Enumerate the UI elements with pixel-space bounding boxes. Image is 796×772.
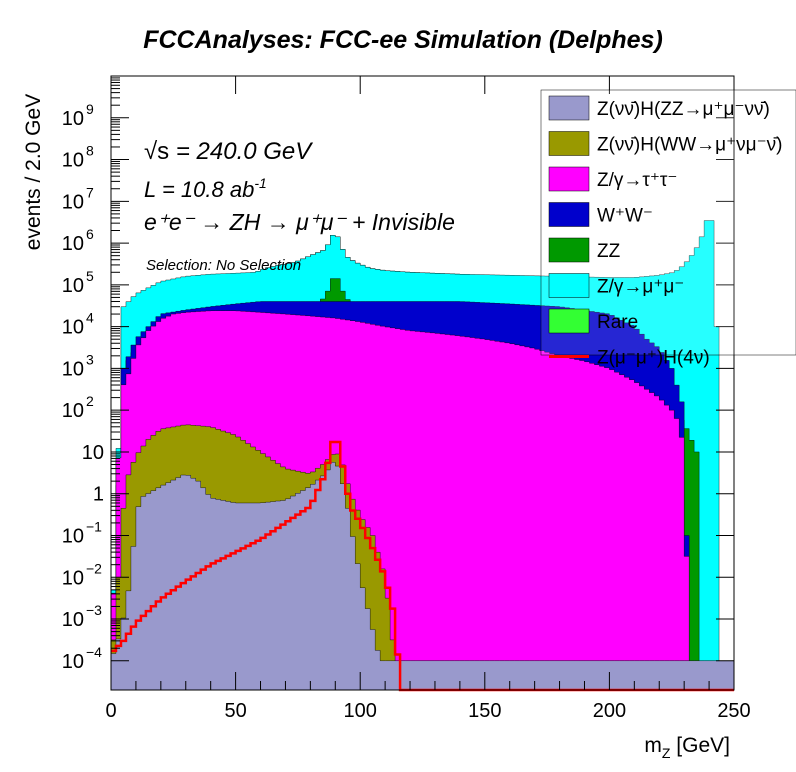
annotations: √s = 240.0 GeV L = 10.8 ab-1 e⁺e⁻ → ZH →… [144, 138, 455, 274]
legend: Z(νν̄)H(ZZ→μ⁺μ⁻νν̄) Z(νν̄)H(WW→μ⁺νμ⁻ν̄) Z/… [540, 89, 796, 369]
legend-label: W⁺W⁻ [597, 206, 653, 227]
y-axis-label: events / 2.0 GeV [22, 94, 45, 250]
legend-label: Rare [597, 312, 638, 333]
y-tick-label: 10 [62, 400, 84, 422]
plot-frame [110, 75, 735, 691]
y-tick-label: 10 [62, 233, 84, 255]
stacked-areas [110, 220, 735, 691]
y-tick-label: 10 [62, 150, 84, 172]
x-tick-label: 100 [344, 700, 377, 722]
selection-label: Selection: No Selection [146, 257, 301, 274]
legend-swatch-z [548, 166, 590, 192]
chart-title: FCCAnalyses: FCC-ee Simulation (Delphes) [143, 26, 663, 54]
legend-swatch-z-h-zz [548, 95, 590, 121]
legend-swatch-zz [548, 237, 590, 263]
area-z-h-zz [110, 462, 735, 691]
x-tick-label: 200 [593, 700, 626, 722]
x-tick-label: 150 [468, 700, 501, 722]
y-tick-label: 10 [62, 567, 84, 589]
legend-label: Z/γ→τ⁺τ⁻ [597, 170, 677, 191]
legend-label: Z(νν̄)H(WW→μ⁺νμ⁻ν̄) [597, 135, 782, 156]
y-tick-exponent: 5 [86, 268, 94, 284]
legend-label: Z/γ→μ⁺μ⁻ [597, 277, 684, 298]
y-tick-exponent: 8 [86, 143, 94, 159]
y-tick-label: 10 [62, 108, 84, 130]
legend-swatch-z-h-ww [548, 131, 590, 156]
y-tick-exponent: 2 [86, 393, 94, 409]
y-tick-exponent: −2 [86, 560, 102, 576]
legend-swatch-w-w [548, 202, 590, 227]
y-tick-exponent: −1 [86, 518, 102, 534]
y-tick-label: 10 [62, 525, 84, 547]
y-tick-label: 1 [93, 484, 104, 506]
x-axis-label: mZ [GeV] [644, 734, 730, 761]
y-tick-exponent: 3 [86, 351, 94, 367]
y-tick-label: 10 [62, 191, 84, 213]
y-tick-exponent: 4 [86, 310, 94, 326]
legend-label: Z(νν̄)H(ZZ→μ⁺μ⁻νν̄) [597, 99, 770, 120]
luminosity-label: L = 10.8 ab-1 [144, 175, 267, 202]
y-tick-exponent: 9 [86, 101, 94, 117]
legend-swatch-z [548, 273, 590, 298]
sqrt-s-label: √s = 240.0 GeV [144, 138, 313, 165]
y-tick-label: 10 [62, 275, 84, 297]
y-tick-label: 10 [62, 317, 84, 339]
y-tick-label: 10 [62, 651, 84, 673]
y-tick-label: 10 [62, 358, 84, 380]
y-tick-exponent: 7 [86, 184, 94, 200]
process-label: e⁺e⁻ → ZH → μ⁺μ⁻ + Invisible [144, 209, 455, 235]
x-tick-label: 250 [717, 700, 750, 722]
y-tick-label: 10 [62, 609, 84, 631]
legend-swatch-rare [548, 308, 590, 334]
y-tick-exponent: −4 [86, 644, 102, 660]
y-tick-exponent: −3 [86, 602, 102, 618]
x-tick-label: 50 [224, 700, 246, 722]
legend-label: ZZ [597, 241, 621, 262]
legend-label: Z(μ⁻μ⁺)H(4ν) [597, 348, 710, 369]
x-tick-label: 0 [105, 700, 116, 722]
y-tick-exponent: 6 [86, 226, 94, 242]
y-tick-label: 10 [82, 442, 104, 464]
